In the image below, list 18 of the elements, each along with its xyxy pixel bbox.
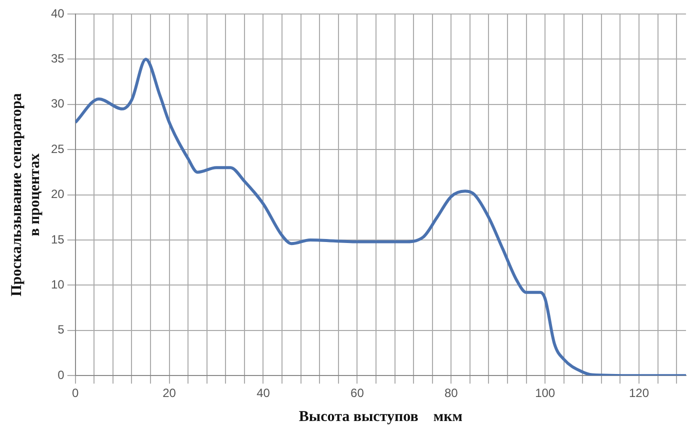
x-tick-label: 60 [350,386,364,400]
y-tick-label: 30 [50,96,65,111]
y-tick-label: 5 [58,322,65,337]
x-tick-label: 20 [162,386,176,400]
y-tick-label: 25 [50,142,65,156]
x-tick-label: 80 [444,386,458,400]
x-tick-label: 0 [72,386,80,400]
x-tick-label: 100 [535,386,556,400]
y-tick-label: 0 [58,368,65,382]
y-tick-label: 40 [50,6,65,20]
y-tick-label: 15 [50,232,65,246]
y-tick-label: 20 [50,187,65,202]
y-tick-label: 35 [50,52,65,66]
x-tick-label: 40 [256,386,270,400]
x-tick-label: 120 [629,386,650,400]
y-tick-label: 10 [50,278,65,292]
x-axis-title: Высота выступов мкм [298,408,462,425]
y-axis-title: Проскальзывание сепаратора в процентах [8,92,43,296]
